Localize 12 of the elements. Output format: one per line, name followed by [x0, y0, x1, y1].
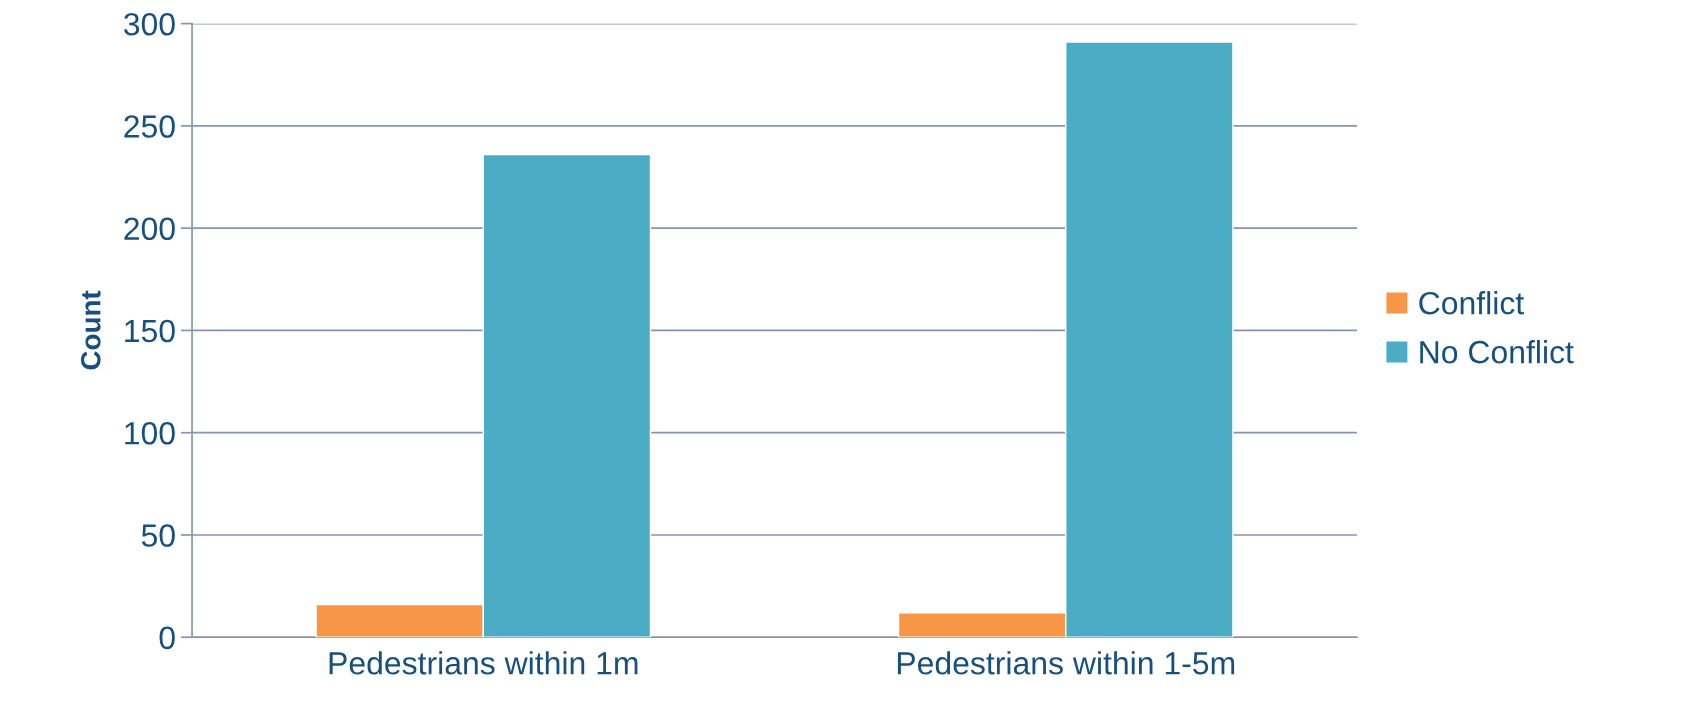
y-tick-label: 150 — [125, 319, 175, 343]
y-tick-label: 0 — [159, 626, 175, 650]
legend-label: Conflict — [1419, 291, 1524, 315]
y-tick-label: 250 — [124, 115, 175, 138]
x-tick-label: Pedestrians within 1-5m — [897, 651, 1235, 675]
y-tick-label: 100 — [125, 421, 175, 445]
y-tick-label: 200 — [124, 217, 175, 241]
y-axis-title: Count — [80, 290, 101, 370]
x-tick-label: Pedestrians within 1m — [329, 651, 638, 675]
y-tick-label: 50 — [141, 524, 175, 547]
legend-label: No Conflict — [1420, 340, 1574, 364]
y-tick-label: 300 — [124, 12, 175, 36]
